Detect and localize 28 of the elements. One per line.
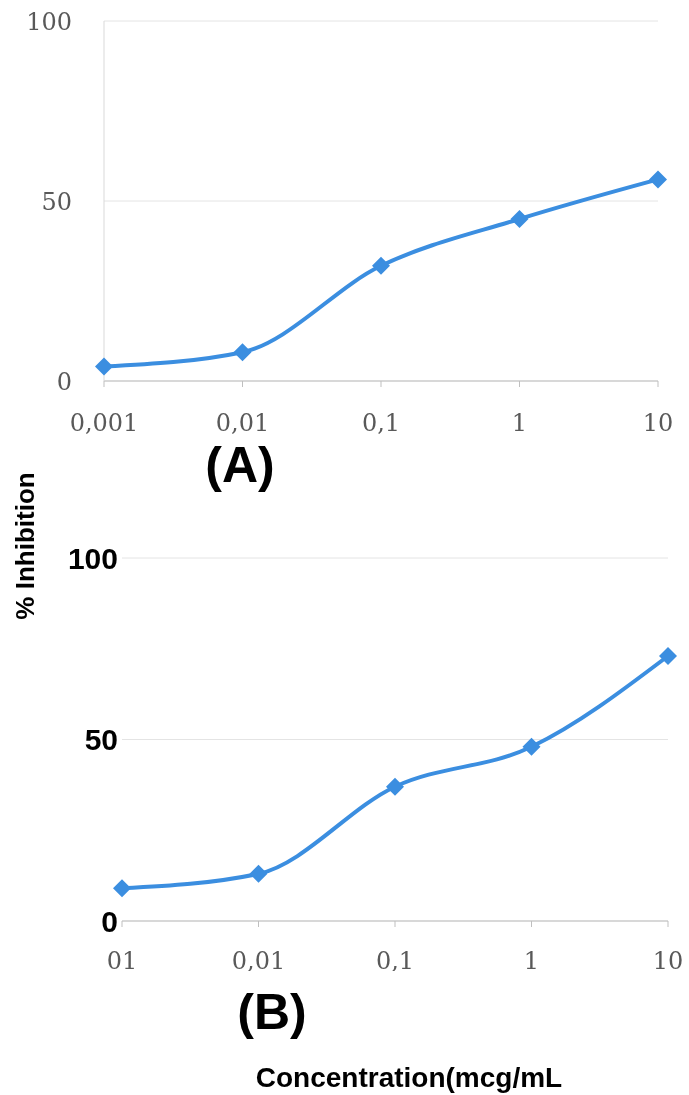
point (233, 343, 252, 362)
x-tick-label: 10 (652, 947, 684, 976)
x-tick-label: 10 (642, 409, 674, 438)
point (249, 864, 268, 883)
x-axis-title: Concentration(mcg/mL (255, 1062, 563, 1093)
y-tick-label: 100 (26, 7, 72, 36)
point (386, 777, 404, 796)
point (95, 357, 113, 376)
y-tick-label: 100 (67, 541, 118, 575)
x-tick-label: 0,01 (215, 409, 270, 438)
y-tick-label: 0 (101, 904, 118, 938)
point (372, 256, 390, 275)
x-tick-label: 01 (106, 947, 138, 976)
x-tick-label: 0,1 (361, 409, 401, 438)
point (649, 170, 667, 189)
y-tick-label: 0 (56, 367, 72, 396)
y-axis-title: % Inhibition (10, 472, 40, 620)
x-tick-label: 0,001 (69, 409, 139, 438)
point (659, 647, 677, 666)
text: (B) (237, 984, 307, 1040)
y-tick-label: 50 (84, 723, 118, 757)
x-tick-label: 1 (511, 409, 528, 438)
point (510, 210, 529, 228)
text: (A) (205, 437, 275, 493)
point (113, 879, 131, 898)
x-tick-label: 1 (523, 947, 540, 976)
point (522, 737, 541, 756)
y-tick-label: 50 (41, 187, 72, 216)
